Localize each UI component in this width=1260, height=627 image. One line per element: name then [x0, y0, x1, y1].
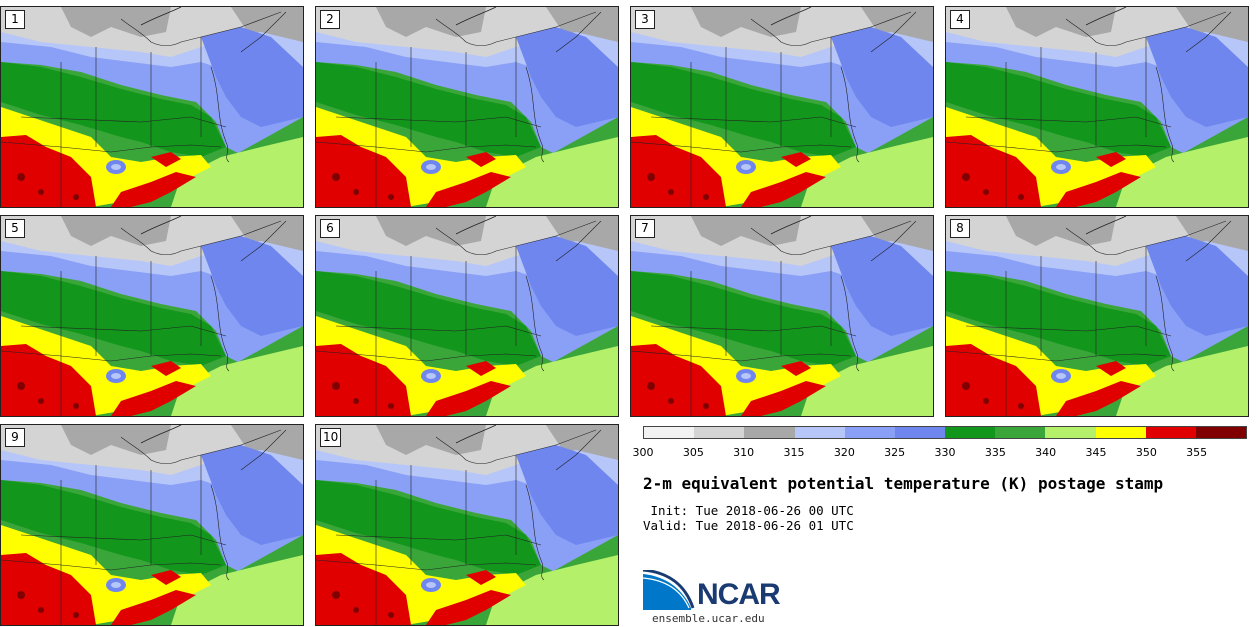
theta-e-field-map [316, 216, 618, 416]
color-scale-tick-label: 310 [733, 446, 755, 459]
theta-e-field-map [631, 7, 933, 207]
color-swatch [1145, 427, 1196, 438]
color-scale-bar [643, 426, 1247, 439]
member-number-label: 5 [5, 219, 25, 238]
color-swatch [1195, 427, 1247, 438]
color-scale-tick-label: 320 [833, 446, 855, 459]
member-9-map-panel: 9 [0, 424, 304, 626]
color-swatch [945, 427, 996, 438]
member-number-label: 10 [320, 428, 342, 447]
color-swatch [744, 427, 795, 438]
color-scale-tick-label: 330 [934, 446, 956, 459]
color-swatch [894, 427, 946, 438]
member-number-label: 2 [320, 10, 340, 29]
member-3-map-panel: 3 [630, 6, 934, 208]
member-number-label: 8 [950, 219, 970, 238]
member-number-label: 7 [635, 219, 655, 238]
color-scale-tick-label: 300 [632, 446, 654, 459]
plot-title: 2-m equivalent potential temperature (K)… [643, 474, 1164, 493]
color-scale-tick-label: 335 [984, 446, 1006, 459]
member-number-label: 9 [5, 428, 25, 447]
ncar-logo-icon [643, 570, 695, 610]
color-swatch [644, 427, 695, 438]
theta-e-field-map [946, 7, 1248, 207]
theta-e-field-map [316, 425, 618, 625]
member-number-label: 1 [5, 10, 25, 29]
color-swatch [694, 427, 745, 438]
theta-e-field-map [316, 7, 618, 207]
member-number-label: 4 [950, 10, 970, 29]
color-swatch [794, 427, 845, 438]
theta-e-field-map [631, 216, 933, 416]
color-scale-tick-label: 350 [1135, 446, 1157, 459]
color-scale-tick-label: 315 [783, 446, 805, 459]
color-swatch [1095, 427, 1146, 438]
color-scale-tick-label: 355 [1186, 446, 1208, 459]
member-6-map-panel: 6 [315, 215, 619, 417]
color-scale-tick-label: 340 [1035, 446, 1057, 459]
theta-e-field-map [946, 216, 1248, 416]
member-5-map-panel: 5 [0, 215, 304, 417]
theta-e-field-map [1, 216, 303, 416]
color-scale-tick-label: 325 [884, 446, 906, 459]
member-number-label: 3 [635, 10, 655, 29]
site-url: ensemble.ucar.edu [652, 612, 765, 625]
init-time: Init: Tue 2018-06-26 00 UTC [643, 503, 854, 518]
color-swatch [1045, 427, 1096, 438]
member-4-map-panel: 4 [945, 6, 1249, 208]
color-swatch [995, 427, 1046, 438]
member-8-map-panel: 8 [945, 215, 1249, 417]
color-scale-tick-label: 305 [682, 446, 704, 459]
member-7-map-panel: 7 [630, 215, 934, 417]
member-10-map-panel: 10 [315, 424, 619, 626]
theta-e-field-map [1, 7, 303, 207]
color-swatch [844, 427, 895, 438]
member-2-map-panel: 2 [315, 6, 619, 208]
valid-time: Valid: Tue 2018-06-26 01 UTC [643, 518, 854, 533]
member-number-label: 6 [320, 219, 340, 238]
logo-wordmark: NCAR [697, 578, 781, 611]
member-1-map-panel: 1 [0, 6, 304, 208]
color-scale-ticks: 300 305 310 315 320 325 330 335 340 345 350 355 [633, 446, 1247, 460]
color-scale-tick-label: 345 [1085, 446, 1107, 459]
time-info: Init: Tue 2018-06-26 00 UTC Valid: Tue 2… [643, 503, 854, 533]
theta-e-field-map [1, 425, 303, 625]
